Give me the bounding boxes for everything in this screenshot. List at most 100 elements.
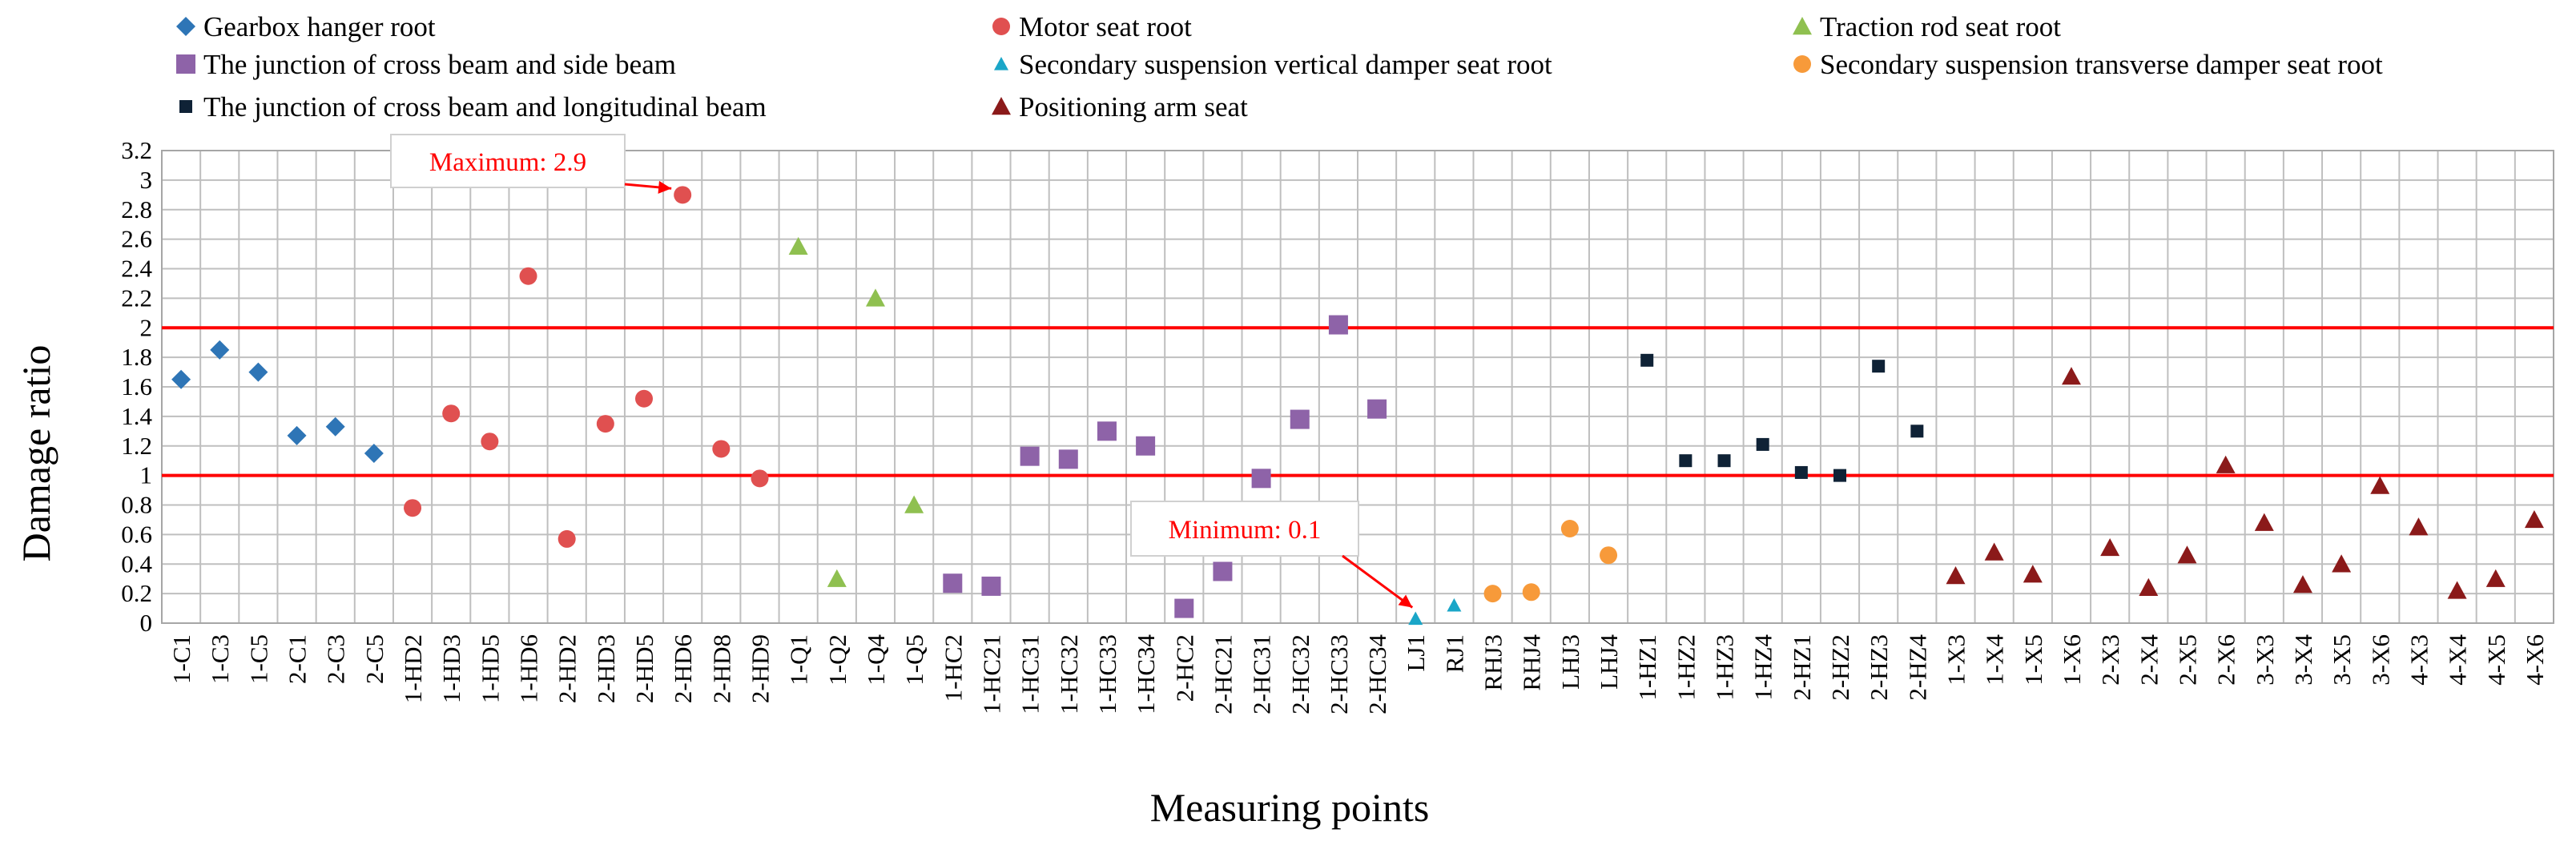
x-tick-label: 1-C1 — [167, 634, 195, 684]
y-axis-title: Damage ratio — [14, 345, 58, 562]
legend-label: Secondary suspension transverse damper s… — [1820, 49, 2383, 80]
legend-marker — [1793, 17, 1812, 35]
data-point — [2023, 565, 2043, 583]
x-tick-label: 1-HZ2 — [1672, 634, 1700, 701]
annotation-label: Maximum: 2.9 — [429, 148, 586, 177]
data-point — [1408, 611, 1423, 626]
data-point — [2332, 554, 2352, 573]
data-point — [1483, 585, 1502, 603]
x-tick-label: 3-X4 — [2289, 634, 2317, 686]
data-point — [1097, 421, 1117, 441]
data-point — [2139, 577, 2159, 596]
x-tick-label: 2-HZ3 — [1865, 634, 1893, 701]
x-axis: 1-C1 1-C3 1-C5 2-C1 2-C3 2-C5 1-HD2 1-HD3 1-HD5 1… — [167, 634, 2549, 714]
y-tick-label: 1.6 — [121, 372, 152, 400]
data-point — [1717, 454, 1731, 468]
x-tick-label: 1-X3 — [1942, 634, 1970, 686]
data-point — [1447, 598, 1462, 612]
data-point — [557, 529, 576, 548]
data-point — [2524, 509, 2544, 529]
data-point — [248, 362, 268, 382]
annotation-box — [1130, 501, 1359, 557]
y-tick-label: 2 — [140, 313, 153, 341]
x-tick-label: 4-X5 — [2482, 634, 2510, 686]
data-point — [1910, 424, 1924, 438]
y-tick-label: 1.8 — [121, 343, 152, 371]
x-tick-label: 2-HD9 — [747, 634, 775, 703]
y-tick-label: 1 — [140, 461, 153, 489]
x-tick-label: 2-C3 — [322, 634, 350, 684]
x-tick-label: 2-HZ2 — [1826, 634, 1854, 701]
x-tick-label: 1-X6 — [2058, 634, 2086, 686]
x-tick-label: 4-X3 — [2405, 634, 2433, 686]
x-tick-label: 2-HD8 — [707, 634, 735, 703]
legend-marker — [992, 97, 1011, 115]
data-point — [481, 433, 499, 451]
annotations: Maximum: 2.9 Minimum: 0.1 — [390, 134, 1414, 609]
x-tick-label: 2-HZ4 — [1903, 634, 1931, 701]
x-tick-label: 2-HD3 — [592, 634, 620, 703]
data-point — [788, 236, 808, 255]
plot-frame — [161, 150, 2554, 624]
x-tick-label: 2-X6 — [2212, 634, 2240, 686]
annotation-box — [390, 134, 626, 188]
x-tick-label: 2-X3 — [2096, 634, 2124, 686]
x-tick-label: LHJ4 — [1595, 634, 1623, 690]
legend-marker — [992, 18, 1010, 35]
x-tick-label: 1-HD5 — [476, 634, 504, 703]
x-tick-label: 2-HD6 — [669, 634, 697, 703]
x-tick-label: 2-HZ1 — [1788, 634, 1816, 701]
x-tick-label: 3-X3 — [2251, 634, 2279, 686]
x-tick-label: 1-HC31 — [1016, 634, 1044, 714]
x-tick-label: 2-C5 — [360, 634, 388, 684]
data-point — [865, 288, 885, 307]
x-tick-label: 2-HC2 — [1170, 634, 1198, 702]
x-tick-label: 2-X4 — [2135, 634, 2163, 686]
y-tick-label: 0.2 — [121, 579, 152, 607]
y-axis: 00.20.40.60.811.21.41.61.822.22.42.62.83… — [121, 136, 152, 637]
x-tick-label: 3-X5 — [2328, 634, 2356, 686]
legend-marker — [176, 54, 195, 74]
legend-marker — [179, 100, 192, 113]
data-point — [1984, 542, 2004, 561]
data-point — [1833, 469, 1847, 482]
annotation-arrow-line — [1342, 554, 1414, 609]
data-point — [287, 425, 307, 445]
y-tick-label: 0.8 — [121, 491, 152, 519]
data-point — [1560, 520, 1579, 537]
annotation-arrow-head — [1398, 594, 1413, 608]
data-point — [171, 369, 191, 389]
y-tick-label: 1.2 — [121, 432, 152, 460]
x-tick-label: 1-HZ3 — [1711, 634, 1739, 701]
data-point — [1174, 598, 1194, 618]
data-point — [325, 416, 345, 437]
x-tick-label: 1-HC34 — [1132, 634, 1160, 714]
legend-label: Positioning arm seat — [1019, 91, 1248, 123]
data-point — [943, 573, 963, 593]
x-tick-label: 1-HC2 — [939, 634, 967, 702]
data-point — [2292, 575, 2312, 593]
data-points — [171, 186, 2544, 626]
legend-label: The junction of cross beam and longitudi… — [203, 91, 767, 123]
data-point — [904, 495, 924, 513]
x-tick-label: 1-Q5 — [900, 634, 928, 686]
x-tick-label: 1-X5 — [2019, 634, 2047, 686]
x-tick-label: 3-X6 — [2366, 634, 2394, 686]
data-point — [1367, 399, 1387, 419]
data-point — [1600, 546, 1618, 565]
x-tick-label: RHJ3 — [1479, 634, 1507, 691]
x-tick-label: 1-C3 — [206, 634, 234, 684]
y-tick-label: 3 — [140, 166, 153, 194]
x-tick-label: 1-HD3 — [437, 634, 465, 703]
x-tick-label: 4-X4 — [2444, 634, 2472, 686]
data-point — [2061, 367, 2081, 385]
x-tick-label: 2-HC33 — [1325, 634, 1353, 714]
legend: Gearbox hanger root Motor seat root Tracti… — [176, 11, 2383, 123]
data-point — [2177, 545, 2197, 564]
x-tick-label: LHJ3 — [1556, 634, 1584, 690]
x-tick-label: 2-X5 — [2173, 634, 2201, 686]
data-point — [519, 267, 537, 285]
data-point — [596, 415, 614, 433]
legend-label: Gearbox hanger root — [203, 11, 436, 42]
